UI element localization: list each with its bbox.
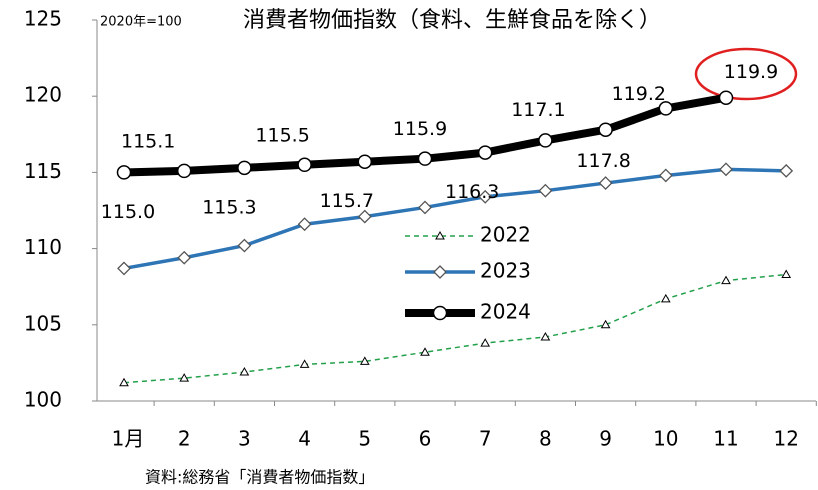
y-tick-label: 125 xyxy=(24,7,62,31)
legend-label: 2022 xyxy=(480,223,531,247)
point xyxy=(297,217,312,232)
x-tick-label: 9 xyxy=(599,427,612,451)
point xyxy=(660,293,671,303)
point xyxy=(357,209,372,224)
point xyxy=(417,151,433,166)
point xyxy=(779,163,794,178)
x-tick-label: 2 xyxy=(178,427,191,451)
series-line xyxy=(123,273,787,384)
data-label: 116.3 xyxy=(445,181,499,203)
data-label: 115.9 xyxy=(393,118,447,140)
legend-label: 2024 xyxy=(480,300,531,324)
point xyxy=(600,319,611,329)
point xyxy=(418,200,432,215)
x-tick-label: 12 xyxy=(773,427,798,451)
data-label: 115.1 xyxy=(121,130,175,152)
highlight-circle xyxy=(694,47,798,101)
point xyxy=(179,373,190,382)
data-label: 119.2 xyxy=(612,83,666,105)
y-tick-label: 120 xyxy=(24,83,62,107)
y-tick-label: 110 xyxy=(24,235,62,259)
legend-marker xyxy=(432,305,448,321)
y-tick-label: 105 xyxy=(24,311,62,335)
x-tick-label: 10 xyxy=(653,427,678,451)
y-tick-label: 100 xyxy=(24,388,62,412)
legend-label: 2023 xyxy=(480,259,531,283)
point xyxy=(177,250,192,265)
data-label: 115.5 xyxy=(255,124,309,146)
point xyxy=(538,133,553,148)
legend-marker xyxy=(433,265,447,279)
point xyxy=(540,331,551,341)
point xyxy=(477,145,493,160)
x-tick-label: 7 xyxy=(479,427,492,451)
point xyxy=(297,157,312,173)
point xyxy=(658,101,674,116)
x-tick-label: 11 xyxy=(713,427,738,451)
point xyxy=(598,122,613,137)
point xyxy=(721,275,731,285)
x-tick-label: 3 xyxy=(238,427,251,451)
x-tick-label: 5 xyxy=(358,427,371,451)
x-tick-label: 6 xyxy=(419,427,432,451)
source-note: 資料:総務省「消費者物価指数」 xyxy=(145,468,374,487)
point xyxy=(480,338,491,347)
point xyxy=(117,261,131,276)
point xyxy=(359,356,370,365)
data-label: 117.8 xyxy=(576,150,630,172)
data-label: 115.0 xyxy=(101,201,155,223)
point xyxy=(299,359,310,368)
data-label: 119.9 xyxy=(724,61,778,83)
x-tick-label: 1月 xyxy=(112,427,145,451)
point xyxy=(719,162,733,177)
point xyxy=(237,160,252,176)
point xyxy=(239,367,250,376)
point xyxy=(116,165,132,180)
point xyxy=(357,154,373,169)
point xyxy=(658,168,673,183)
point xyxy=(237,238,252,253)
x-tick-label: 8 xyxy=(539,427,552,451)
unit-note: 2020年=100 xyxy=(100,15,182,30)
series-line xyxy=(123,167,787,271)
point xyxy=(119,377,129,387)
point xyxy=(598,176,613,190)
point xyxy=(538,183,553,198)
point xyxy=(781,269,792,279)
data-label: 117.1 xyxy=(511,99,565,121)
x-tick-label: 4 xyxy=(298,427,311,451)
data-label: 115.3 xyxy=(202,196,256,218)
point xyxy=(176,163,192,179)
data-label: 115.7 xyxy=(320,190,374,212)
y-tick-label: 115 xyxy=(24,159,62,183)
chart-title: 消費者物価指数（食料、生鮮食品を除く） xyxy=(243,8,661,33)
point xyxy=(478,189,493,204)
point xyxy=(718,90,734,105)
point xyxy=(420,347,430,356)
legend-marker xyxy=(435,230,445,240)
